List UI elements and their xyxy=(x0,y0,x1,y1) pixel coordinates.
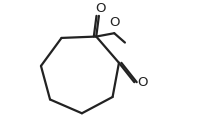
Text: O: O xyxy=(95,2,106,15)
Text: O: O xyxy=(137,76,148,89)
Text: O: O xyxy=(109,17,120,30)
